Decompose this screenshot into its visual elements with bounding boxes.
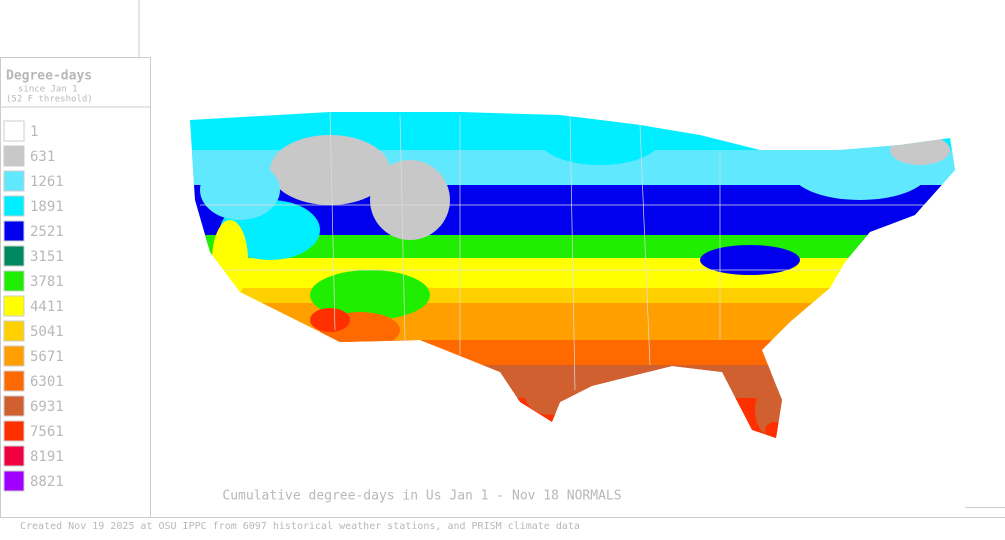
legend-label: 2521 [30,224,64,240]
legend-subtitle: since Jan 1 [18,85,78,95]
shade-patch [890,135,950,165]
legend-swatch [3,420,25,442]
legend-label: 7561 [30,424,64,440]
shade-patch [270,135,390,205]
map [190,112,955,438]
shade-patch [525,375,575,415]
legend-label: 631 [30,149,55,165]
legend-swatch [3,470,25,492]
shade-patch [370,160,450,240]
legend-label: 5671 [30,349,64,365]
shade-patch [200,160,280,220]
boundary-line [399,114,406,341]
boundary-line [639,124,651,366]
legend-label: 6931 [30,399,64,415]
shade-patch [310,270,430,320]
legend-swatch [3,370,25,392]
legend-label: 8191 [30,449,64,465]
boundary-line [329,112,336,331]
legend-label: 3781 [30,274,64,290]
legend-swatch [3,120,25,142]
legend-swatch [3,170,25,192]
legend-label: 3151 [30,249,64,265]
shade-band [190,303,955,345]
shade-patch [700,245,800,275]
shade-patch [540,115,660,165]
legend-swatch [3,270,25,292]
legend-label: 4411 [30,299,64,315]
shade-band [190,288,955,305]
legend-label: 1261 [30,174,64,190]
legend-note: (52 F threshold) [6,95,93,105]
legend-swatch [3,220,25,242]
shade-band [190,398,955,438]
legend-swatch [3,445,25,467]
legend-box [0,57,151,518]
legend-label: 1 [30,124,38,140]
caption: Cumulative degree-days in Us Jan 1 - Nov… [222,489,621,504]
legend-swatch [3,295,25,317]
legend-swatch [3,345,25,367]
shade-patch [310,308,350,332]
boundary-line [569,114,576,391]
legend-swatch [3,195,25,217]
footer: Created Nov 19 2025 at OSU IPPC from 609… [20,521,580,532]
legend-label: 8821 [30,474,64,490]
legend-swatch [3,245,25,267]
legend-title: Degree-days [6,69,92,84]
legend-swatch [3,395,25,417]
shade-patch [212,220,248,300]
legend-swatch [3,145,25,167]
legend-label: 5041 [30,324,64,340]
shade-patch [765,422,785,438]
legend-label: 1891 [30,199,64,215]
legend-label: 6301 [30,374,64,390]
legend-swatch [3,320,25,342]
shade-band [190,258,955,292]
